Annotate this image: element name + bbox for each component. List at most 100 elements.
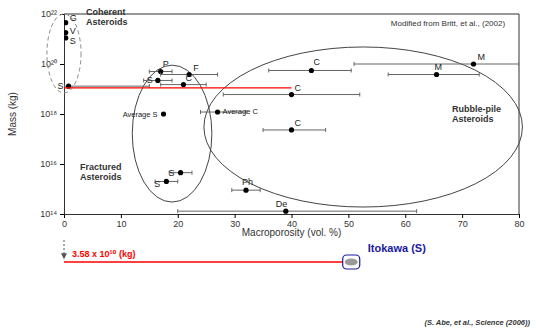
x-tick: 80 [514, 214, 524, 229]
point [161, 111, 166, 116]
x-tick-mark [121, 214, 122, 218]
error-bar-line [263, 129, 326, 130]
error-bar-cap [217, 73, 218, 77]
point-label: M [478, 52, 486, 62]
point-label: C [313, 57, 320, 67]
x-tick-label: 80 [514, 219, 524, 229]
point-label: Average S [123, 110, 158, 119]
point [434, 72, 439, 77]
y-tick-label: 10¹⁴ [40, 209, 57, 219]
x-tick-mark [405, 214, 406, 218]
point-label: S [147, 75, 153, 85]
error-bar [269, 68, 351, 72]
region-label: CoherentAsteroids [86, 7, 128, 27]
error-bar-cap [359, 93, 360, 97]
error-bar-cap [172, 78, 173, 82]
error-bar-line [178, 211, 417, 212]
point [181, 82, 186, 87]
y-tick: 10²⁰ [41, 59, 64, 69]
point [289, 127, 294, 132]
error-bar-cap [519, 62, 520, 66]
itokawa-arrow [64, 240, 65, 258]
y-axis-title: Mass (kg) [7, 92, 18, 136]
point-label: C [185, 73, 192, 83]
x-axis-title: Macroporosity (vol. %) [242, 227, 341, 238]
error-bar-cap [416, 209, 417, 213]
x-tick-label: 30 [230, 219, 240, 229]
point-labels: GVSSPFSCCMMCAverage SAverage CCSSPhDe [58, 13, 485, 209]
x-tick-mark [519, 214, 520, 218]
x-tick-mark [462, 214, 463, 218]
point [243, 188, 248, 193]
error-bar-cap [479, 73, 480, 77]
source: Modified from Britt, et al., (2002) [391, 19, 506, 28]
x-tick-label: 20 [173, 219, 183, 229]
error-bar-cap [354, 62, 355, 66]
error-bar-cap [206, 83, 207, 87]
point-label: M [435, 62, 443, 72]
error-bar-cap [263, 128, 264, 132]
reference-line [64, 87, 292, 88]
point [155, 78, 160, 83]
point [164, 179, 169, 184]
error-bar [232, 188, 260, 192]
y-tick-mark [60, 114, 64, 115]
point-label: De [276, 199, 288, 209]
error-bar-cap [149, 70, 150, 74]
error-bar [263, 128, 326, 132]
x-tick: 60 [401, 214, 411, 229]
x-tick-mark [235, 214, 236, 218]
x-tick-label: 10 [116, 219, 126, 229]
region-label: FracturedAsteroids [80, 162, 122, 182]
itokawa-mass: 3.58 x 10¹⁰ (kg) [72, 249, 135, 259]
point [309, 68, 314, 73]
error-bar-cap [160, 83, 161, 87]
point [471, 61, 476, 66]
error-bar-line [64, 86, 149, 87]
x-tick: 50 [344, 214, 354, 229]
error-bar [161, 83, 207, 87]
itokawa-name: Itokawa (S) [368, 242, 426, 254]
y-tick-mark [60, 164, 64, 165]
y-tick-label: 10²⁰ [41, 59, 57, 69]
y-tick-label: 10¹⁸ [40, 109, 57, 119]
error-bar [178, 209, 417, 213]
x-tick-label: 0 [62, 219, 67, 229]
region-ellipse [47, 14, 81, 93]
error-bar-cap [143, 78, 144, 82]
error-bar-line [388, 74, 479, 75]
error-bar-cap [268, 68, 269, 72]
error-bar [388, 73, 479, 77]
point [178, 170, 183, 175]
frame [519, 14, 520, 214]
point-label: S [58, 81, 64, 91]
x-tick-label: 60 [401, 219, 411, 229]
region-ellipse [204, 47, 522, 207]
point [64, 35, 68, 40]
y-tick-mark [60, 64, 64, 65]
point-label: V [70, 26, 76, 36]
point-label: F [193, 63, 199, 73]
point-label: S [169, 168, 175, 178]
y-tick: 10¹⁴ [40, 209, 64, 219]
error-bar-cap [260, 188, 261, 192]
error-bar-cap [172, 70, 173, 74]
x-tick-mark [292, 214, 293, 218]
error-bar-cap [388, 73, 389, 77]
point [64, 30, 68, 35]
x-axis-line [65, 215, 520, 219]
plot-area [64, 20, 519, 214]
point [215, 109, 220, 114]
error-bar-cap [223, 93, 224, 97]
point-label: S [154, 179, 160, 189]
point [289, 92, 294, 97]
error-bar-cap [325, 128, 326, 132]
error-bar-cap [200, 110, 201, 114]
point-label: Ph [242, 177, 253, 187]
y-axis-line [60, 15, 65, 215]
error-bar-cap [160, 73, 161, 77]
error-bar-cap [177, 179, 178, 183]
chart: 0102030405060708010¹⁴10¹⁶10¹⁸10²⁰10²²Mac… [0, 0, 536, 333]
error-bar-cap [191, 171, 192, 175]
point [64, 20, 68, 25]
